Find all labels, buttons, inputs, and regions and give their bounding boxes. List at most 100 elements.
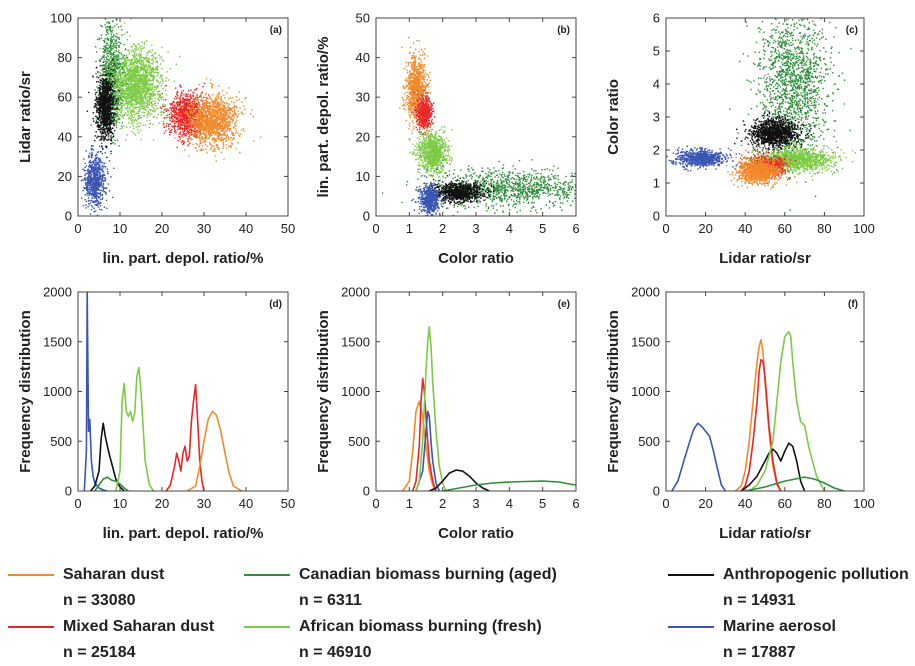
data-point [145, 81, 147, 83]
data-point [104, 74, 106, 77]
data-point [106, 120, 108, 123]
data-point [117, 86, 120, 88]
data-point [148, 79, 151, 82]
data-point [151, 68, 153, 70]
data-point [104, 120, 106, 123]
data-point [214, 105, 216, 107]
data-point [176, 90, 179, 93]
data-point [119, 79, 122, 81]
data-point [197, 101, 199, 103]
data-point [140, 89, 143, 91]
data-point [134, 83, 136, 85]
data-point [115, 35, 117, 37]
data-point [121, 102, 124, 104]
data-point [104, 124, 107, 126]
data-point [113, 76, 116, 78]
data-point [120, 42, 122, 45]
data-point [107, 98, 109, 101]
data-point [126, 65, 128, 67]
data-point [174, 116, 177, 118]
data-point [231, 142, 233, 144]
data-point [108, 81, 110, 83]
data-point [120, 58, 122, 60]
data-point [193, 130, 195, 132]
data-point [123, 92, 125, 94]
data-point [107, 92, 109, 94]
data-point [183, 99, 185, 101]
data-point [106, 130, 109, 132]
data-point [105, 97, 108, 99]
data-point [148, 50, 150, 53]
data-point [170, 107, 172, 109]
data-point [145, 63, 147, 66]
data-point [124, 57, 126, 59]
data-point [95, 46, 97, 48]
data-point [147, 57, 149, 60]
data-point [132, 70, 134, 72]
data-point [199, 104, 201, 106]
data-point [135, 126, 137, 128]
data-point [170, 121, 173, 123]
data-point [110, 75, 112, 77]
data-point [232, 97, 234, 99]
data-point [119, 65, 121, 68]
data-point [104, 40, 106, 42]
data-point [232, 118, 234, 120]
data-point [107, 22, 110, 24]
data-point [109, 84, 111, 86]
data-point [201, 149, 203, 152]
data-point [104, 138, 106, 140]
data-point [111, 72, 114, 75]
data-point [119, 99, 122, 101]
data-point [173, 108, 175, 110]
data-point [136, 102, 139, 104]
data-point [107, 121, 110, 123]
data-point [117, 82, 119, 84]
data-point [118, 80, 120, 82]
data-point [195, 135, 197, 137]
data-point [109, 63, 111, 65]
data-point [162, 123, 165, 125]
data-point [135, 66, 137, 68]
data-point [141, 82, 144, 84]
data-point [138, 43, 140, 45]
data-point [134, 73, 137, 75]
data-point [206, 138, 208, 140]
data-point [110, 86, 113, 88]
data-point [187, 131, 189, 134]
data-point [132, 71, 134, 74]
data-point [124, 76, 127, 78]
data-point [133, 82, 136, 84]
data-point [161, 46, 163, 49]
data-point [119, 72, 121, 74]
data-point [201, 119, 203, 121]
data-point [175, 132, 177, 134]
data-point [172, 106, 174, 108]
data-point [132, 43, 135, 45]
data-point [159, 106, 162, 108]
data-point [99, 99, 101, 101]
data-point [189, 137, 192, 139]
data-point [207, 125, 209, 127]
data-point [143, 115, 145, 117]
data-point [186, 102, 189, 104]
data-point [143, 90, 145, 92]
data-point [145, 83, 147, 85]
data-point [130, 73, 132, 76]
data-point [142, 80, 145, 83]
data-point [109, 52, 112, 55]
data-point [159, 82, 161, 85]
data-point [183, 107, 185, 109]
data-point [107, 87, 109, 89]
data-point [171, 129, 173, 131]
data-point [100, 109, 102, 112]
data-point [117, 121, 120, 124]
data-point [111, 67, 113, 70]
data-point [143, 100, 145, 102]
data-point [103, 139, 105, 142]
data-point [136, 67, 138, 69]
data-point [125, 54, 128, 57]
data-point [111, 72, 113, 75]
data-point [98, 89, 101, 92]
data-point [104, 49, 106, 51]
